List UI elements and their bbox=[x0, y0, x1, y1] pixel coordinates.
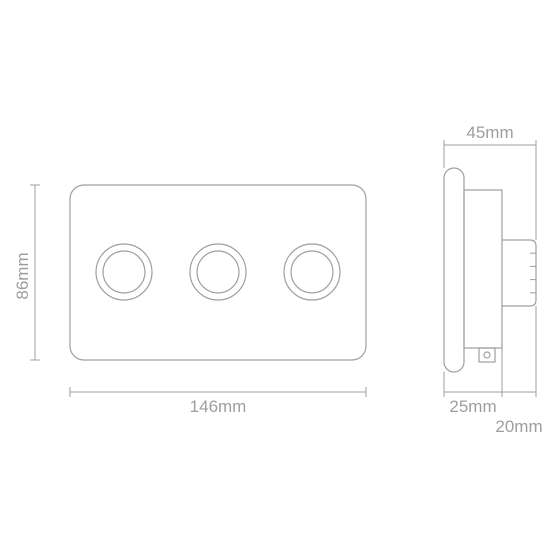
dimmer-knob-outer bbox=[284, 244, 340, 300]
side-terminal bbox=[479, 348, 495, 362]
dimmer-knob-outer bbox=[190, 244, 246, 300]
side-module bbox=[464, 190, 502, 348]
side-knob bbox=[502, 240, 536, 306]
height-label: 86mm bbox=[13, 252, 32, 299]
side-top-label: 45mm bbox=[466, 123, 513, 142]
front-plate bbox=[70, 185, 366, 360]
dimmer-knob-inner bbox=[103, 251, 145, 293]
side-bottom-right-label: 20mm bbox=[495, 417, 542, 436]
width-label: 146mm bbox=[190, 397, 247, 416]
side-bottom-left-label: 25mm bbox=[449, 397, 496, 416]
dimmer-knob-inner bbox=[197, 251, 239, 293]
dimension-diagram: 86mm 146mm 45mm 25mm20mm bbox=[0, 0, 560, 560]
side-plate bbox=[444, 168, 464, 372]
dimmer-knob-inner bbox=[291, 251, 333, 293]
dimmer-knob-outer bbox=[96, 244, 152, 300]
